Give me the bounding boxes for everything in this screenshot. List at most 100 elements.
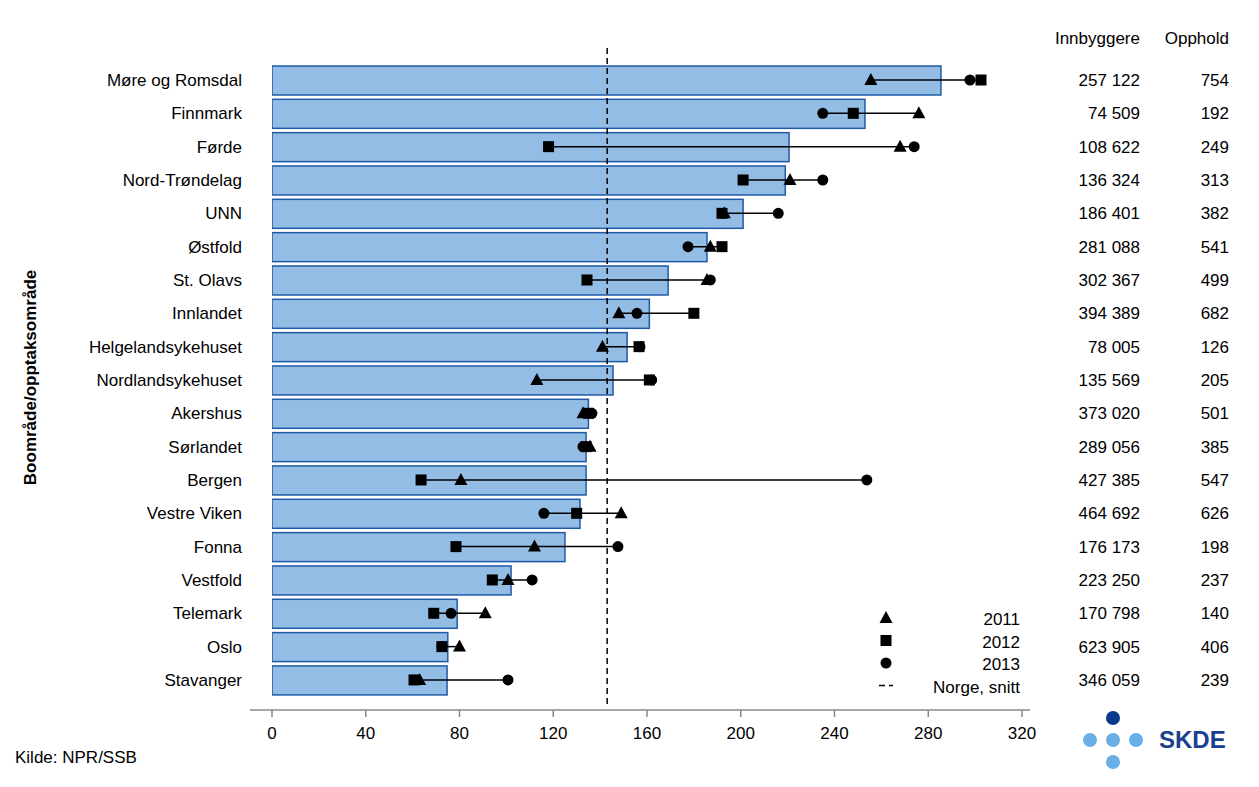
opphold-value: 499 bbox=[1201, 271, 1229, 290]
legend-line bbox=[879, 685, 893, 687]
marker-square bbox=[409, 674, 420, 685]
x-tick-label: 0 bbox=[267, 724, 276, 743]
marker-circle bbox=[817, 174, 828, 185]
innbyggere-value: 394 389 bbox=[1079, 304, 1140, 323]
logo: SKDE bbox=[1083, 711, 1226, 769]
marker-circle bbox=[503, 674, 514, 685]
marker-triangle bbox=[894, 140, 907, 152]
innbyggere-value: 464 692 bbox=[1079, 504, 1140, 523]
marker-triangle bbox=[530, 373, 543, 385]
marker-circle bbox=[436, 641, 447, 652]
marker-triangle bbox=[701, 273, 714, 285]
x-axis-line bbox=[250, 709, 1030, 711]
marker-circle bbox=[964, 75, 975, 86]
marker-circle bbox=[527, 574, 538, 585]
x-tick-label: 280 bbox=[914, 724, 942, 743]
opphold-value: 501 bbox=[1201, 404, 1229, 423]
marker-square bbox=[416, 474, 427, 485]
legend-marker bbox=[880, 611, 893, 623]
range-line bbox=[619, 313, 694, 315]
range-line bbox=[587, 279, 710, 281]
bar bbox=[272, 633, 448, 662]
marker-square bbox=[571, 508, 582, 519]
category-label: Østfold bbox=[188, 238, 242, 257]
innbyggere-value: 346 059 bbox=[1079, 671, 1140, 690]
opphold-value: 313 bbox=[1201, 171, 1229, 190]
opphold-value: 682 bbox=[1201, 304, 1229, 323]
marker-triangle bbox=[864, 73, 877, 85]
logo-dot bbox=[1129, 733, 1143, 747]
bar bbox=[272, 566, 511, 595]
bar bbox=[272, 299, 649, 328]
marker-square bbox=[688, 308, 699, 319]
opphold-value: 541 bbox=[1201, 238, 1229, 257]
marker-square bbox=[450, 541, 461, 552]
category-label: Møre og Romsdal bbox=[107, 71, 242, 90]
bar bbox=[272, 599, 457, 628]
marker-triangle bbox=[453, 640, 466, 652]
marker-triangle bbox=[479, 606, 492, 618]
y-axis-label: Boområde/opptaksområde bbox=[21, 270, 40, 485]
category-label: Innlandet bbox=[172, 304, 242, 323]
innbyggere-value: 135 569 bbox=[1079, 371, 1140, 390]
category-label: Sørlandet bbox=[168, 438, 242, 457]
marker-square bbox=[543, 141, 554, 152]
opphold-value: 126 bbox=[1201, 338, 1229, 357]
marker-triangle bbox=[454, 473, 467, 485]
range-line bbox=[743, 179, 823, 181]
legend-marker bbox=[881, 635, 892, 646]
x-tick-label: 120 bbox=[539, 724, 567, 743]
marker-square bbox=[583, 408, 594, 419]
innbyggere-value: 170 798 bbox=[1079, 604, 1140, 623]
x-tick bbox=[365, 710, 367, 717]
logo-text: SKDE bbox=[1159, 726, 1226, 753]
marker-square bbox=[634, 341, 645, 352]
x-tick bbox=[740, 710, 742, 717]
bar bbox=[272, 433, 586, 462]
innbyggere-value: 623 905 bbox=[1079, 638, 1140, 657]
legend-label: 2011 bbox=[983, 610, 1020, 629]
category-label: Akershus bbox=[171, 404, 242, 423]
bar bbox=[272, 333, 627, 362]
marker-square bbox=[487, 574, 498, 585]
innbyggere-value: 373 020 bbox=[1079, 404, 1140, 423]
category-label: St. Olavs bbox=[173, 271, 242, 290]
range-line bbox=[823, 113, 919, 115]
marker-square bbox=[582, 274, 593, 285]
opphold-value: 385 bbox=[1201, 438, 1229, 457]
marker-square bbox=[436, 641, 447, 652]
innbyggere-value: 108 622 bbox=[1079, 138, 1140, 157]
marker-circle bbox=[861, 474, 872, 485]
legend-label: Norge, snitt bbox=[933, 678, 1020, 697]
range-line bbox=[492, 579, 532, 581]
opphold-value: 239 bbox=[1201, 671, 1229, 690]
x-tick-label: 240 bbox=[820, 724, 848, 743]
marker-triangle bbox=[612, 306, 625, 318]
marker-circle bbox=[683, 241, 694, 252]
x-tick-label: 200 bbox=[727, 724, 755, 743]
category-label: Vestre Viken bbox=[147, 504, 242, 523]
legend-marker bbox=[881, 658, 892, 669]
marker-square bbox=[581, 441, 592, 452]
x-tick bbox=[928, 710, 930, 717]
range-line bbox=[544, 513, 621, 515]
range-line bbox=[421, 479, 867, 481]
marker-square bbox=[717, 208, 728, 219]
x-tick bbox=[553, 710, 555, 717]
marker-triangle bbox=[615, 506, 628, 518]
opphold-value: 547 bbox=[1201, 471, 1229, 490]
marker-triangle bbox=[528, 540, 541, 552]
opphold-value: 754 bbox=[1201, 71, 1229, 90]
opphold-value: 198 bbox=[1201, 538, 1229, 557]
innbyggere-value: 74 509 bbox=[1088, 104, 1140, 123]
column-header: Opphold bbox=[1165, 29, 1229, 48]
source: Kilde: NPR/SSB bbox=[15, 748, 137, 767]
innbyggere-value: 281 088 bbox=[1079, 238, 1140, 257]
logo-dot bbox=[1106, 733, 1120, 747]
range-line bbox=[434, 613, 486, 615]
category-label: Nordlandsykehuset bbox=[96, 371, 242, 390]
marker-circle bbox=[634, 341, 645, 352]
range-line bbox=[549, 146, 915, 148]
x-tick-label: 160 bbox=[633, 724, 661, 743]
opphold-value: 249 bbox=[1201, 138, 1229, 157]
